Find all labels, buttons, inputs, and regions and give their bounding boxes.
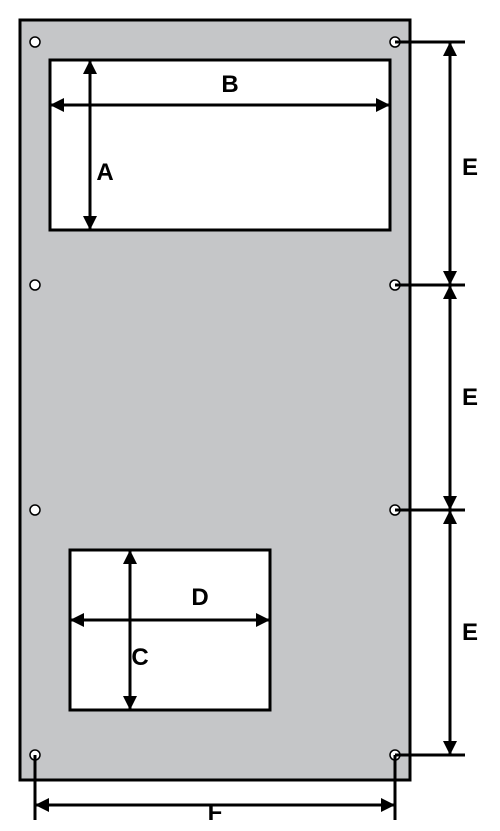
- label-e1: E: [462, 154, 478, 181]
- label-e2: E: [462, 384, 478, 411]
- plate: [20, 20, 410, 780]
- label-a: A: [96, 159, 113, 186]
- label-d: D: [191, 584, 208, 611]
- label-c: C: [131, 644, 148, 671]
- label-e3: E: [462, 619, 478, 646]
- label-f: F: [208, 799, 223, 826]
- label-b: B: [221, 71, 238, 98]
